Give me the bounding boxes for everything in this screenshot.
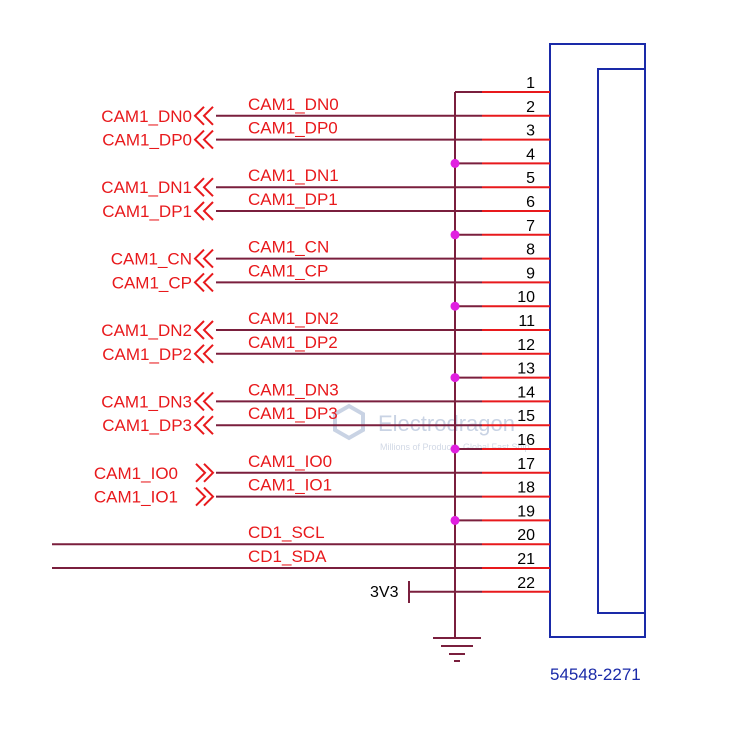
net-label-cd1-sda: CD1_SDA [248, 547, 327, 566]
port-label: CAM1_DN0 [101, 107, 192, 126]
watermark: Electrodragon Millions of Products, Glob… [333, 403, 530, 452]
net-label-cam1-dn3: CAM1_DN3 [248, 380, 339, 399]
port-label: CAM1_DP1 [102, 202, 192, 221]
port-cam1-dn1: CAM1_DN1 [101, 177, 214, 197]
port-label: CAM1_DN1 [101, 178, 192, 197]
port-cam1-dn3: CAM1_DN3 [101, 391, 214, 412]
port-label: CAM1_DN2 [101, 321, 192, 340]
pin-21-number: 21 [517, 551, 535, 568]
pin-18-number: 18 [517, 480, 535, 497]
net-label-cam1-io1: CAM1_IO1 [248, 476, 332, 495]
pin-16-number: 16 [517, 432, 535, 449]
net-label-cam1-dn2: CAM1_DN2 [248, 309, 339, 328]
port-chevron-icon [195, 486, 215, 507]
net-label-cam1-io0: CAM1_IO0 [248, 452, 332, 471]
port-chevron-icon [193, 201, 214, 221]
port-cam1-io0: CAM1_IO0 [94, 463, 215, 483]
port-label: CAM1_DN3 [101, 392, 192, 411]
junction-dots [450, 158, 460, 525]
net-label-cam1-dp0: CAM1_DP0 [248, 119, 338, 138]
port-labels: CAM1_DN0 CAM1_DP0 CAM1_DN1 CAM1_DP1 CAM1_CN C… [94, 106, 215, 507]
port-cam1-dp2: CAM1_DP2 [102, 344, 214, 364]
net-label-cam1-dp2: CAM1_DP2 [248, 333, 338, 352]
port-cam1-dn0: CAM1_DN0 [101, 106, 214, 126]
port-chevron-icon [193, 177, 214, 197]
pin-4-number: 4 [526, 146, 535, 163]
port-chevron-icon [193, 129, 214, 150]
signal-wires: CAM1_DN0 CAM1_DP0 CAM1_DN1 CAM1_DP1 CAM1_CN C… [52, 95, 482, 593]
pin-19-number: 19 [517, 503, 535, 520]
pin-12-number: 12 [517, 337, 535, 354]
connector-inner-slot [597, 68, 646, 614]
pin-6-number: 6 [526, 194, 535, 211]
junction-pin-10 [450, 301, 460, 311]
pin-15-number: 15 [517, 408, 535, 425]
pin-10-number: 10 [517, 289, 535, 306]
ground-bus [454, 91, 482, 638]
pin-17-number: 17 [517, 456, 535, 473]
pin-3-number: 3 [526, 123, 535, 140]
port-label: CAM1_DP0 [102, 131, 192, 150]
junction-pin-13 [450, 373, 460, 383]
watermark-logo-icon [333, 403, 365, 441]
port-chevron-icon [193, 272, 214, 293]
pin-5-number: 5 [526, 170, 535, 187]
port-cam1-dp0: CAM1_DP0 [102, 129, 214, 150]
pin-22-number: 22 [517, 575, 535, 592]
net-label-cam1-dp3: CAM1_DP3 [248, 404, 338, 423]
port-cam1-dp1: CAM1_DP1 [102, 201, 214, 221]
port-cam1-cp: CAM1_CP [112, 272, 214, 293]
port-chevron-icon [195, 463, 215, 483]
port-label: CAM1_CP [112, 273, 192, 292]
port-label: CAM1_CN [111, 250, 192, 269]
pin-9-number: 9 [526, 265, 535, 282]
port-chevron-icon [193, 248, 214, 269]
junction-pin-19 [450, 515, 460, 525]
connector-body [549, 43, 646, 638]
junction-pin-7 [450, 230, 460, 240]
port-label: CAM1_IO0 [94, 464, 178, 483]
junction-pin-16 [450, 444, 460, 454]
net-label-cd1-scl: CD1_SCL [248, 523, 325, 542]
pin-7-number: 7 [526, 218, 535, 235]
pin-8-number: 8 [526, 242, 535, 259]
net-label-cam1-cp: CAM1_CP [248, 261, 328, 280]
net-label-cam1-dn0: CAM1_DN0 [248, 95, 339, 114]
pin-11-number: 11 [518, 313, 535, 330]
junction-pin-4 [450, 158, 460, 168]
port-label: CAM1_IO1 [94, 488, 178, 507]
watermark-brand: Electrodragon [378, 411, 515, 436]
pin-20-number: 20 [517, 527, 535, 544]
net-label-cam1-dp1: CAM1_DP1 [248, 190, 338, 209]
power-flag-3v3: 3V3 [370, 581, 410, 603]
port-label: CAM1_DP3 [102, 416, 192, 435]
port-chevron-icon [193, 415, 214, 435]
port-chevron-icon [193, 320, 214, 340]
port-chevron-icon [193, 391, 214, 412]
pin-13-number: 13 [517, 361, 535, 378]
port-cam1-cn: CAM1_CN [111, 248, 214, 269]
port-label: CAM1_DP2 [102, 345, 192, 364]
port-cam1-io1: CAM1_IO1 [94, 486, 215, 507]
net-label-cam1-dn1: CAM1_DN1 [248, 166, 339, 185]
port-cam1-dn2: CAM1_DN2 [101, 320, 214, 340]
pin-1-number: 1 [526, 75, 535, 92]
port-cam1-dp3: CAM1_DP3 [102, 415, 214, 435]
power-label: 3V3 [370, 584, 399, 601]
net-label-cam1-cn: CAM1_CN [248, 238, 329, 257]
pin-2-number: 2 [526, 99, 535, 116]
port-chevron-icon [193, 106, 214, 126]
ground-symbol [433, 637, 481, 662]
connector-part-number: 54548-2271 [550, 665, 641, 684]
pin-14-number: 14 [517, 384, 535, 401]
port-chevron-icon [193, 344, 214, 364]
